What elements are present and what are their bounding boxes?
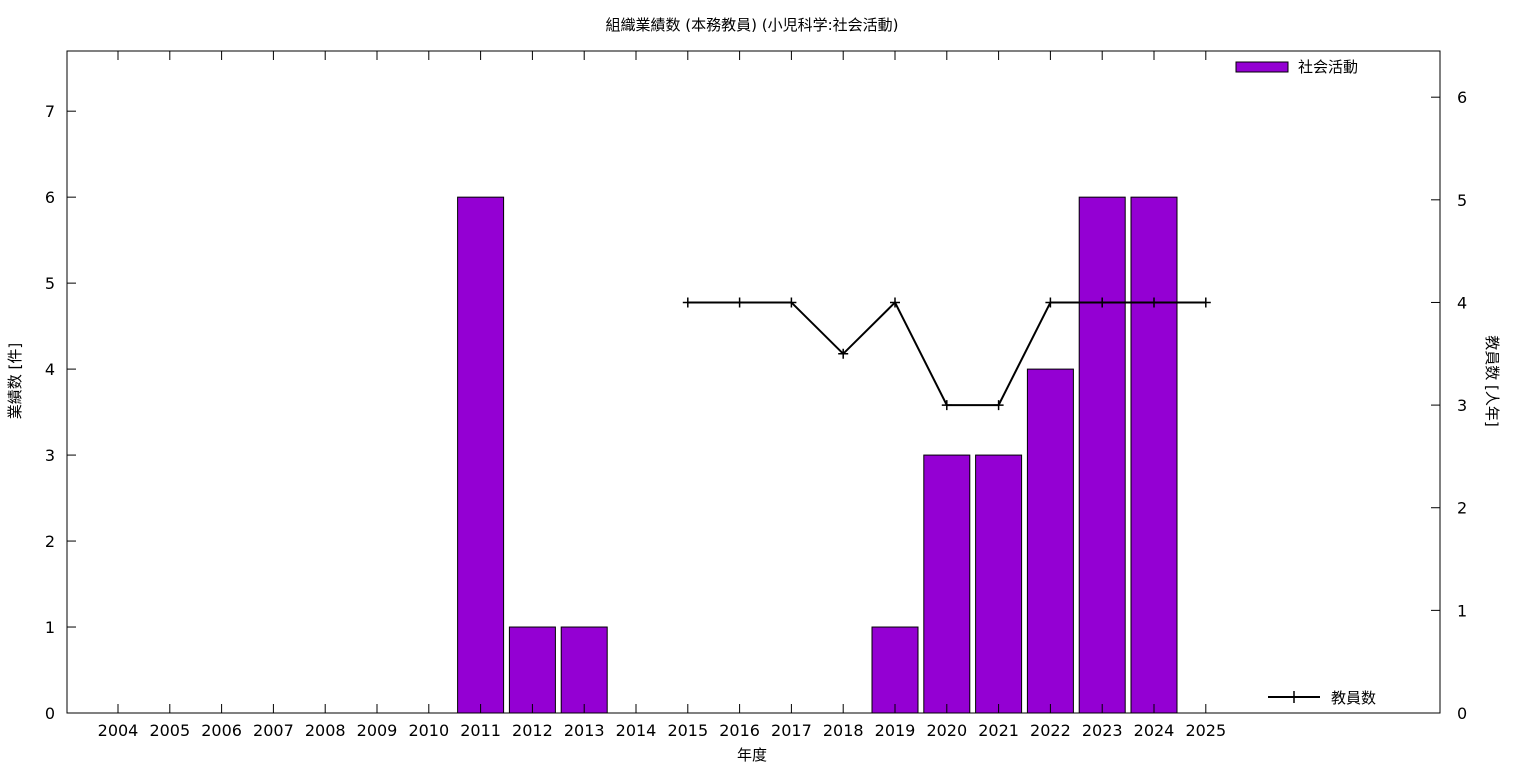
chart-title: 組織業績数 (本務教員) (小児科学:社会活動) [606,16,899,34]
x-tick-label: 2021 [978,721,1019,740]
legend-bar: 社会活動 [1235,58,1358,76]
line-point [1045,297,1056,308]
axes-layer: 0 1 2 3 4 5 6 7 0 1 2 3 4 5 6 2004 2005 2006 2007 2008 2009 2… [45,51,1467,740]
x-tick-label: 2007 [253,721,294,740]
x-tick-label: 2022 [1030,721,1071,740]
bar [457,196,505,714]
line-point [682,297,693,308]
y-tick-label: 7 [45,102,55,121]
x-tick-label: 2005 [149,721,190,740]
y-tick-label: 3 [45,446,55,465]
y2-tick-label: 5 [1457,191,1467,210]
y-tick-label: 5 [45,274,55,293]
line-layer [682,297,1211,411]
line-series [687,300,1206,407]
x-tick-label: 2018 [823,721,864,740]
y-axis-label: 業績数 [件] [6,343,24,419]
x-tick-label: 2009 [357,721,398,740]
y2-tick-label: 1 [1457,601,1467,620]
y2-axis-label: 教員数 [人年] [1483,335,1501,426]
bar [871,626,919,714]
legend-line: 教員数 [1268,689,1376,707]
y2-tick-label: 2 [1457,499,1467,518]
line-point [993,400,1004,411]
bars-layer [457,196,1178,714]
line-point [734,297,745,308]
y2-tick-label: 0 [1457,704,1467,723]
y2-tick-label: 6 [1457,88,1467,107]
x-tick-label: 2006 [201,721,242,740]
x-tick-label: 2023 [1082,721,1123,740]
bar [1130,196,1178,714]
line-point [1200,297,1211,308]
bar [923,454,971,714]
x-tick-label: 2014 [616,721,657,740]
x-tick-label: 2008 [305,721,346,740]
line-point [838,348,849,359]
y2-tick-label: 4 [1457,293,1467,312]
y-tick-label: 2 [45,532,55,551]
bar [560,626,608,714]
plot-frame [66,50,1441,714]
x-tick-label: 2004 [98,721,139,740]
x-tick-label: 2025 [1185,721,1226,740]
legend-bar-label: 社会活動 [1298,58,1358,76]
x-tick-label: 2019 [875,721,916,740]
line-point [1149,297,1159,308]
y-tick-label: 6 [45,188,55,207]
legend-bar-swatch [1235,61,1289,73]
y2-tick-label: 3 [1457,396,1467,415]
line-point [941,400,952,411]
x-tick-label: 2016 [719,721,760,740]
x-tick-label: 2012 [512,721,553,740]
bar [975,454,1023,714]
bar [1078,196,1126,714]
x-tick-label: 2020 [926,721,967,740]
x-tick-label: 2015 [667,721,708,740]
x-tick-label: 2013 [564,721,605,740]
x-axis-label: 年度 [737,746,767,764]
x-tick-label: 2024 [1134,721,1175,740]
x-tick-label: 2011 [460,721,501,740]
line-point [890,297,900,308]
line-point [786,297,797,308]
bar [508,626,556,714]
line-point [1097,297,1108,308]
legend-line-label: 教員数 [1331,689,1376,707]
y-tick-label: 1 [45,618,55,637]
y-tick-label: 4 [45,360,55,379]
x-tick-label: 2017 [771,721,812,740]
y-tick-label: 0 [45,704,55,723]
x-tick-label: 2010 [408,721,449,740]
bar [1026,368,1074,714]
